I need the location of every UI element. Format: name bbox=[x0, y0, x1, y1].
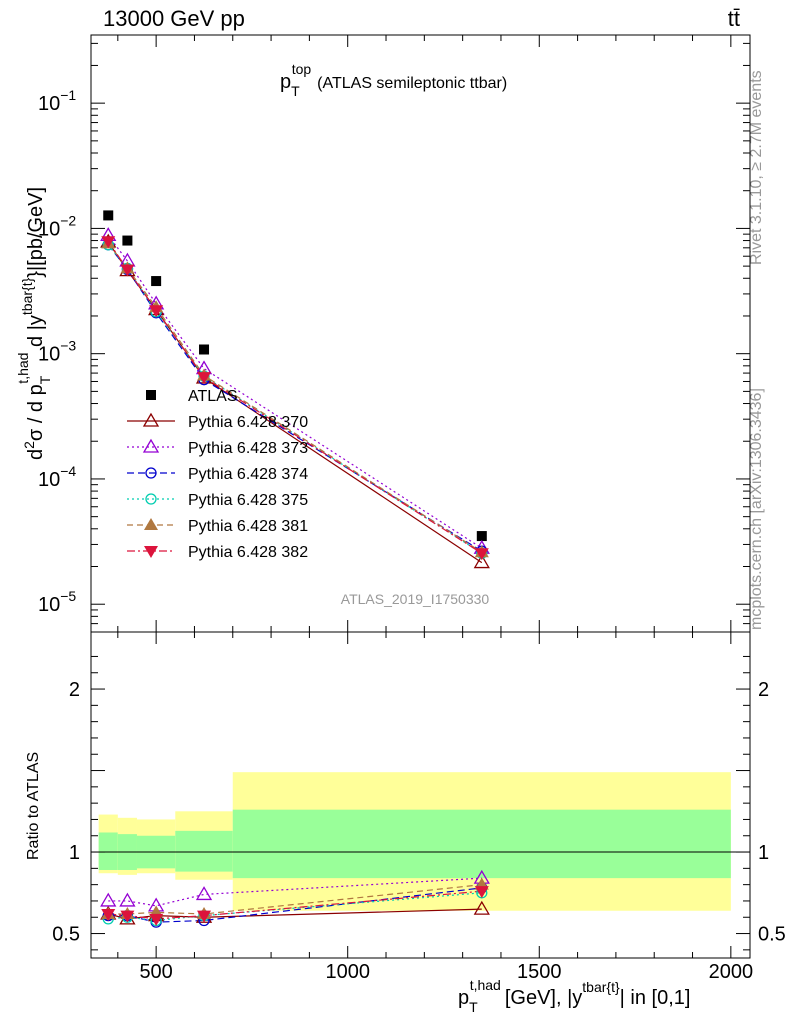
ratio-plot-frame bbox=[90, 631, 751, 959]
main-y-axis-label: d2σ / d pTt,had d |ytbar{t}}|[pb/GeV] bbox=[15, 187, 53, 460]
y-tick-label: 10−3 bbox=[38, 338, 76, 366]
main-line-2 bbox=[107, 235, 483, 549]
main-point-s6-0 bbox=[101, 236, 116, 249]
main-point-s0-3 bbox=[199, 344, 210, 355]
legend: ATLAS Pythia 6.428 370 Pythia 6.428 373 Pyt… bbox=[127, 388, 308, 561]
ratio-point-s1-3 bbox=[195, 886, 213, 901]
ratio-point-s5-0 bbox=[101, 908, 116, 921]
ratio-point-s1-1 bbox=[119, 892, 136, 907]
inner-band-3 bbox=[175, 830, 233, 872]
legend-label-2: Pythia 6.428 373 bbox=[188, 440, 308, 457]
inner-band-4 bbox=[232, 809, 731, 879]
ratio-point-s0-4 bbox=[473, 900, 490, 915]
inner-band-0 bbox=[98, 832, 118, 870]
ratio-y-tick-label: 1 bbox=[69, 842, 80, 864]
legend-label-6: Pythia 6.428 382 bbox=[188, 544, 308, 561]
legend-marker-3 bbox=[145, 467, 157, 479]
ratio-y-tick-label-right: 2 bbox=[758, 679, 769, 701]
main-point-s0-1 bbox=[122, 235, 133, 246]
main-point-s0-0 bbox=[103, 210, 114, 221]
x-tick-label: 500 bbox=[139, 961, 172, 983]
main-point-s1-4 bbox=[473, 554, 490, 569]
ratio-uncertainty-bands bbox=[91, 772, 750, 911]
ratio-point-s5-2 bbox=[149, 913, 164, 926]
ratio-point-s1-0 bbox=[100, 892, 117, 907]
header-left: 13000 GeV pp bbox=[103, 6, 245, 31]
y-tick-label: 10−4 bbox=[38, 463, 76, 491]
ratio-y-tick-label-right: 0.5 bbox=[758, 924, 786, 946]
ratio-y-tick-label: 0.5 bbox=[52, 924, 80, 946]
ratio-y-tick-label-right: 1 bbox=[758, 842, 769, 864]
legend-label-3: Pythia 6.428 374 bbox=[188, 466, 308, 483]
main-line-1 bbox=[107, 241, 483, 564]
ratio-line-4 bbox=[108, 884, 482, 915]
legend-marker-4 bbox=[145, 493, 157, 505]
axes-ticks: 500 1000 1500 2000 10−1 10−2 10−3 10−4 10−5 0.5 0.… bbox=[38, 35, 786, 983]
plot-title: pTtop(ATLAS semileptonic ttbar) bbox=[280, 61, 507, 99]
main-point-s6-4 bbox=[474, 548, 489, 561]
legend-label-5: Pythia 6.428 381 bbox=[188, 518, 308, 535]
main-point-s0-2 bbox=[151, 276, 162, 287]
header-right: tt̄ bbox=[728, 6, 740, 31]
x-tick-label: 1500 bbox=[517, 961, 562, 983]
ratio-line-1 bbox=[108, 877, 482, 907]
legend-marker-1 bbox=[142, 412, 160, 427]
legend-label-1: Pythia 6.428 370 bbox=[188, 414, 308, 431]
y-tick-label: 10−2 bbox=[38, 212, 76, 240]
y-tick-label: 10−5 bbox=[38, 588, 76, 616]
main-point-s6-1 bbox=[120, 264, 135, 277]
ratio-point-s5-4 bbox=[474, 886, 489, 899]
legend-label-4: Pythia 6.428 375 bbox=[188, 492, 308, 509]
legend-label-0: ATLAS bbox=[188, 388, 238, 405]
ratio-point-s5-1 bbox=[120, 910, 135, 923]
x-axis-label: pTt,had[GeV], |ytbar{t}| in [0,1] bbox=[458, 977, 690, 1015]
legend-marker-5 bbox=[144, 518, 158, 530]
main-plot-frame bbox=[90, 34, 751, 633]
ratio-y-axis-label: Ratio to ATLAS bbox=[25, 752, 42, 860]
rivet-version-label: Rivet 3.1.10, ≥ 2.7M events bbox=[748, 70, 765, 265]
legend-marker-0 bbox=[146, 390, 156, 400]
svg-text:d2σ / d pTt,had d |ytbar{t}}: d2σ / d pTt,had d |ytbar{t}}|[pb/GeV] bbox=[15, 187, 53, 460]
main-point-s6-3 bbox=[197, 372, 212, 385]
analysis-watermark: ATLAS_2019_I1750330 bbox=[341, 591, 490, 607]
main-point-s0-4 bbox=[476, 531, 487, 542]
legend-marker-6 bbox=[144, 546, 158, 558]
mcplots-label: mcplots.cern.ch [arXiv:1306.3436] bbox=[748, 388, 765, 630]
main-point-s6-2 bbox=[149, 305, 164, 318]
x-tick-label: 1000 bbox=[325, 961, 370, 983]
series-markers bbox=[100, 210, 490, 928]
ratio-y-tick-label: 2 bbox=[69, 679, 80, 701]
y-tick-label: 10−1 bbox=[38, 87, 76, 115]
x-tick-label: 2000 bbox=[709, 961, 754, 983]
legend-marker-2 bbox=[142, 438, 160, 453]
ratio-point-s5-3 bbox=[197, 910, 212, 923]
